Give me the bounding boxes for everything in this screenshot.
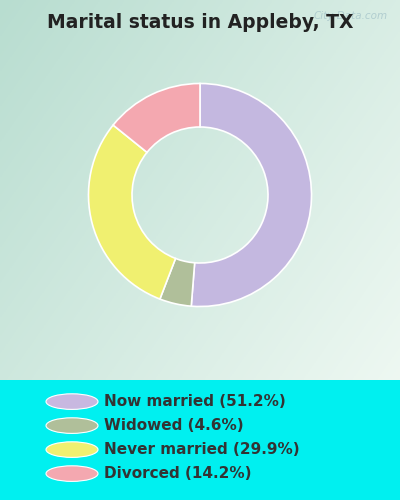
Circle shape (46, 466, 98, 481)
Circle shape (46, 394, 98, 409)
Circle shape (46, 418, 98, 434)
Text: Divorced (14.2%): Divorced (14.2%) (104, 466, 252, 481)
Text: Widowed (4.6%): Widowed (4.6%) (104, 418, 244, 433)
Circle shape (46, 442, 98, 458)
Text: City-Data.com: City-Data.com (314, 12, 388, 22)
Wedge shape (160, 258, 195, 306)
Text: Marital status in Appleby, TX: Marital status in Appleby, TX (47, 12, 353, 32)
Wedge shape (113, 84, 200, 152)
Text: Never married (29.9%): Never married (29.9%) (104, 442, 300, 457)
Text: Now married (51.2%): Now married (51.2%) (104, 394, 286, 409)
Wedge shape (191, 84, 312, 306)
Wedge shape (88, 125, 176, 299)
